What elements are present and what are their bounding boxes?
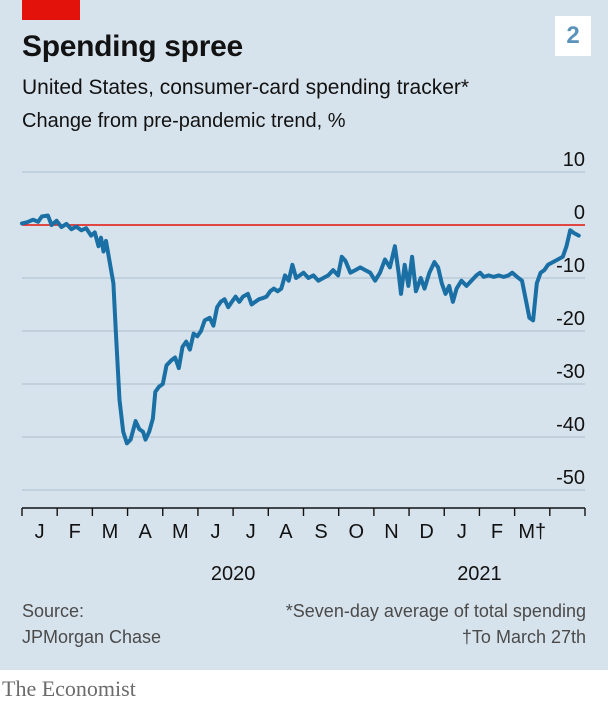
line-chart: 100-10-20-30-40-50J F M A M J J A S O N D J F M†2020 20… <box>20 150 586 585</box>
y-tick-label: 10 <box>563 150 585 171</box>
x-tick-label: J <box>35 521 45 543</box>
x-tick-label: A <box>138 521 152 543</box>
tick-labels: 100-10-20-30-40-50J F M A M J J A S O N D J F M†2020 20… <box>35 150 585 585</box>
y-tick-label: -30 <box>556 361 585 383</box>
x-axis <box>21 507 586 516</box>
x-tick-label: D <box>419 521 433 543</box>
x-tick-label: J <box>246 521 256 543</box>
red-tag-mark <box>22 0 80 20</box>
series-group <box>20 213 581 446</box>
x-tick-label: M† <box>518 521 546 543</box>
chart-number-badge: 2 <box>555 16 591 56</box>
y-tick-label: -40 <box>556 414 585 436</box>
x-tick-label: F <box>491 521 503 543</box>
source-note: Source: JPMorgan Chase <box>22 598 161 650</box>
y-tick-label: -10 <box>556 255 585 277</box>
x-tick-label: M <box>172 521 189 543</box>
grid-lines <box>22 171 585 491</box>
x-tick-label: F <box>69 521 81 543</box>
chart-unit-label: Change from pre-pandemic trend, % <box>22 110 346 132</box>
x-tick-label: J <box>211 521 221 543</box>
footnote-1: *Seven-day average of total spending <box>285 601 586 621</box>
series-line <box>20 213 581 446</box>
footnotes: *Seven-day average of total spending †To… <box>286 598 586 650</box>
year-label: 2021 <box>457 563 502 585</box>
source-name: JPMorgan Chase <box>22 627 162 647</box>
y-tick-label: -50 <box>556 467 585 489</box>
x-tick-label: S <box>314 521 327 543</box>
chart-subtitle: United States, consumer-card spending tr… <box>22 76 470 99</box>
x-tick-label: M <box>102 521 119 543</box>
x-tick-label: N <box>384 521 398 543</box>
footnote-2: †To March 27th <box>461 627 586 647</box>
year-label: 2020 <box>211 563 256 585</box>
chart-title: Spending spree <box>22 30 243 63</box>
source-label: Source: <box>22 601 85 621</box>
y-tick-label: -20 <box>556 308 585 330</box>
y-tick-label: 0 <box>574 202 585 224</box>
x-tick-label: A <box>279 521 293 543</box>
chart-panel <box>0 0 608 670</box>
economist-logo: The Economist <box>2 676 136 701</box>
x-tick-label: J <box>457 521 467 543</box>
x-tick-label: O <box>349 521 365 543</box>
